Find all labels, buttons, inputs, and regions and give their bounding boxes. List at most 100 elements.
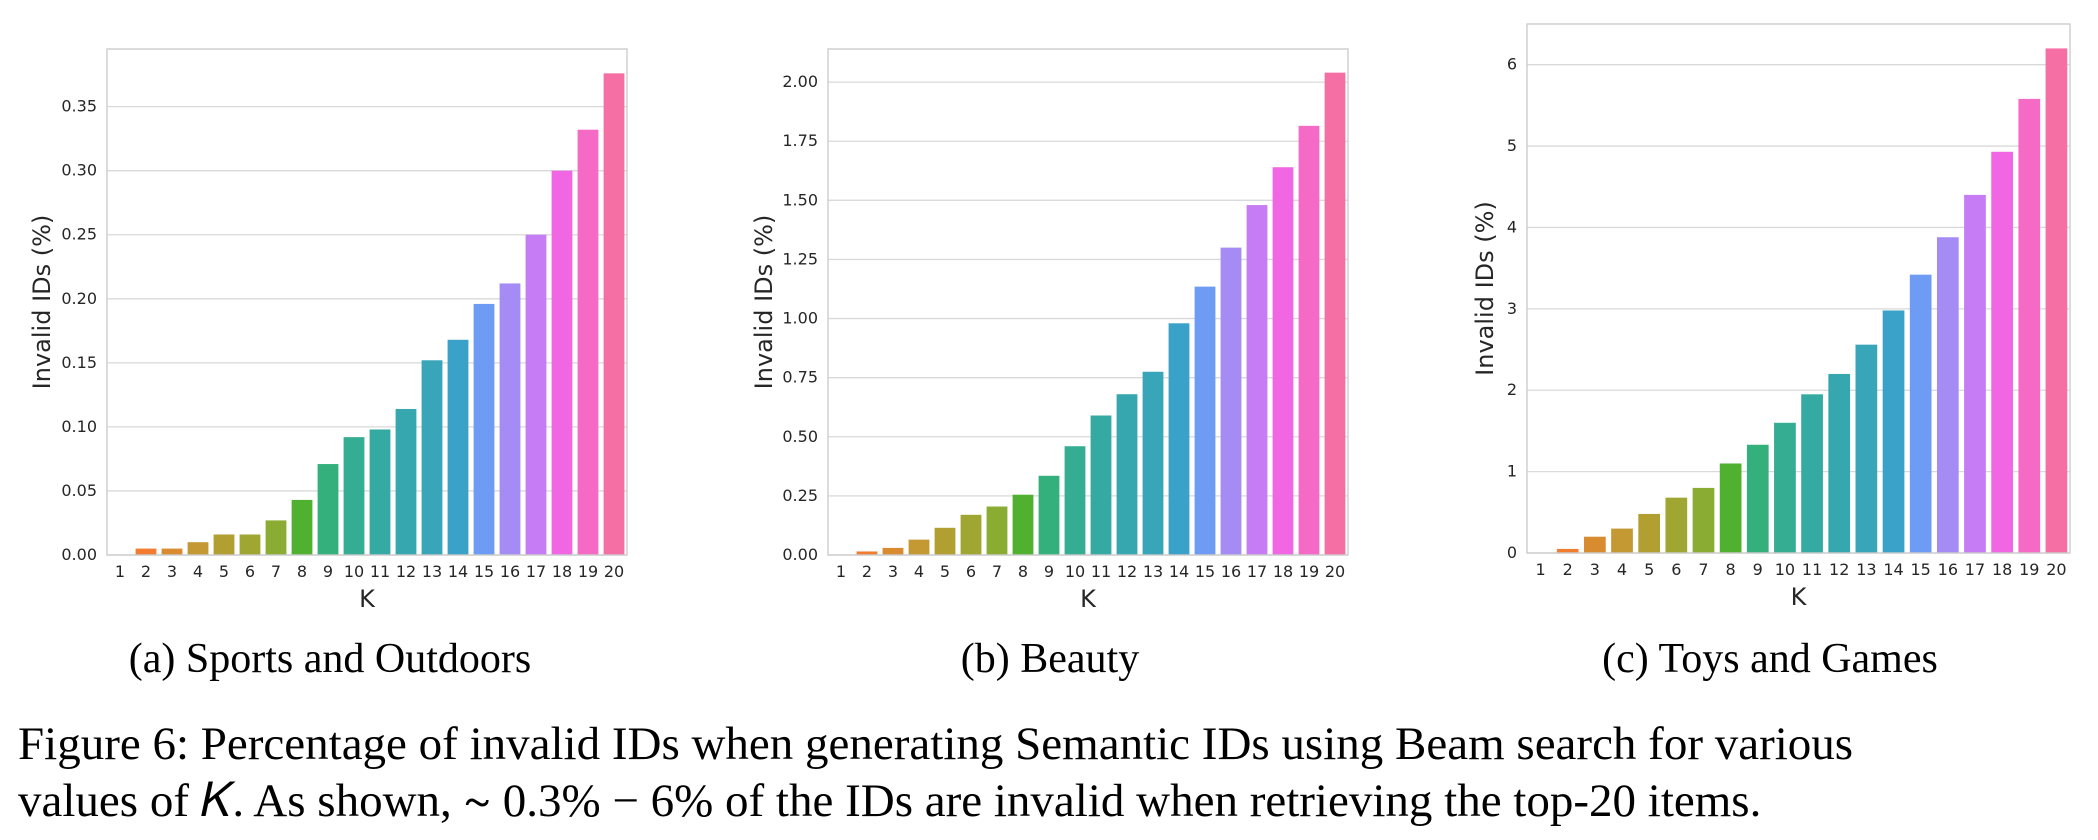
plot-area — [107, 49, 627, 555]
y-tick-label: 5 — [1507, 136, 1517, 155]
y-tick-label: 0.20 — [61, 289, 97, 308]
plot-area — [828, 49, 1348, 555]
bar-k-6 — [1665, 497, 1688, 553]
x-tick-label: 6 — [966, 562, 976, 581]
x-tick-label: 10 — [1065, 562, 1085, 581]
bar-k-13 — [421, 360, 443, 555]
x-tick-label: 18 — [552, 562, 572, 581]
y-tick-label: 0.25 — [61, 225, 97, 244]
y-tick-label: 1.00 — [782, 309, 818, 328]
figure-panels: 0.000.050.100.150.200.250.300.351 2 3 4 5 6 7 8… — [28, 23, 2071, 682]
bar-k-13 — [1142, 371, 1164, 555]
y-tick-label: 4 — [1507, 217, 1517, 236]
x-tick-label: 2 — [141, 562, 151, 581]
x-tick-label: 15 — [1195, 562, 1215, 581]
bar-k-8 — [1719, 463, 1742, 553]
bar-k-12 — [395, 408, 417, 555]
x-tick-label: 20 — [2046, 560, 2066, 579]
bar-k-8 — [1012, 494, 1034, 555]
bar-k-18 — [1272, 167, 1294, 555]
bar-k-20 — [1324, 72, 1346, 555]
x-tick-label: 1 — [115, 562, 125, 581]
subfigure-caption: (b) Beauty — [961, 636, 1139, 682]
x-tick-label: 13 — [1143, 562, 1163, 581]
bar-k-20 — [2045, 48, 2068, 554]
bar-k-4 — [187, 542, 209, 555]
x-tick-label: 16 — [1938, 560, 1958, 579]
x-tick-label: 11 — [1802, 560, 1822, 579]
bar-k-16 — [499, 283, 521, 555]
x-tick-label: 6 — [245, 562, 255, 581]
x-tick-label: 13 — [422, 562, 442, 581]
plot-area — [1527, 24, 2070, 553]
bar-k-10 — [343, 437, 365, 555]
bar-k-16 — [1220, 247, 1242, 555]
x-tick-label: 14 — [448, 562, 468, 581]
x-tick-label: 4 — [193, 562, 203, 581]
x-tick-label: 17 — [1965, 560, 1985, 579]
y-tick-label: 0.35 — [61, 97, 97, 116]
x-tick-label: 3 — [167, 562, 177, 581]
x-tick-label: 5 — [219, 562, 229, 581]
figure-caption: Figure 6: Percentage of invalid IDs when… — [18, 716, 2093, 830]
bar-k-3 — [1584, 536, 1606, 553]
x-tick-label: 16 — [500, 562, 520, 581]
bar-k-16 — [1936, 237, 1959, 553]
bar-k-12 — [1828, 373, 1851, 553]
bar-k-17 — [1964, 194, 1986, 553]
x-tick-label: 5 — [940, 562, 950, 581]
x-tick-label: 9 — [1044, 562, 1054, 581]
y-tick-label: 0.15 — [61, 353, 97, 372]
bar-k-9 — [317, 464, 339, 555]
y-tick-label: 6 — [1507, 55, 1517, 74]
x-tick-label: 4 — [1617, 560, 1627, 579]
bar-k-13 — [1855, 344, 1878, 553]
x-tick-label: 10 — [1775, 560, 1795, 579]
x-tick-label: 14 — [1883, 560, 1903, 579]
bar-k-4 — [908, 539, 930, 555]
x-tick-label: 17 — [526, 562, 546, 581]
bar-k-15 — [473, 303, 495, 555]
x-tick-label: 18 — [1992, 560, 2012, 579]
x-tick-label: 20 — [604, 562, 624, 581]
y-tick-label: 0.00 — [61, 545, 97, 564]
bar-k-14 — [1882, 310, 1905, 553]
x-tick-label: 7 — [992, 562, 1002, 581]
bar-k-11 — [1801, 394, 1823, 553]
y-axis-label: Invalid IDs (%) — [750, 215, 778, 390]
y-axis-label: Invalid IDs (%) — [28, 215, 56, 390]
bar-k-6 — [239, 534, 261, 555]
y-tick-label: 0.10 — [61, 417, 97, 436]
bar-k-7 — [265, 520, 287, 555]
x-tick-label: 1 — [836, 562, 846, 581]
bar-k-7 — [1692, 487, 1715, 553]
y-axis-label: Invalid IDs (%) — [1471, 201, 1499, 376]
x-tick-label: 6 — [1671, 560, 1681, 579]
figure-caption-line-1: Figure 6: Percentage of invalid IDs when… — [18, 718, 1854, 770]
bar-k-3 — [882, 547, 904, 555]
plot-frame — [827, 48, 1349, 556]
bar-k-5 — [1638, 513, 1661, 553]
bar-k-7 — [986, 506, 1008, 555]
bar-k-15 — [1909, 274, 1932, 553]
x-tick-label: 7 — [271, 562, 281, 581]
bar-k-20 — [603, 73, 625, 556]
x-tick-label: 12 — [1117, 562, 1137, 581]
y-tick-label: 0.75 — [782, 368, 818, 387]
bar-k-19 — [577, 129, 599, 555]
bar-k-12 — [1116, 394, 1138, 555]
plot-frame — [1526, 23, 2071, 554]
bar-k-18 — [551, 170, 573, 555]
x-tick-label: 3 — [1590, 560, 1600, 579]
bar-k-19 — [2018, 98, 2041, 554]
bar-k-11 — [1090, 415, 1112, 555]
x-tick-label: 7 — [1698, 560, 1708, 579]
bar-k-9 — [1746, 444, 1769, 553]
x-tick-label: 2 — [1563, 560, 1573, 579]
plot-frame — [106, 48, 628, 556]
bar-k-2 — [1556, 548, 1579, 553]
y-tick-label: 0 — [1507, 543, 1517, 562]
bar-k-14 — [1168, 323, 1190, 555]
y-tick-label: 1 — [1507, 462, 1517, 481]
